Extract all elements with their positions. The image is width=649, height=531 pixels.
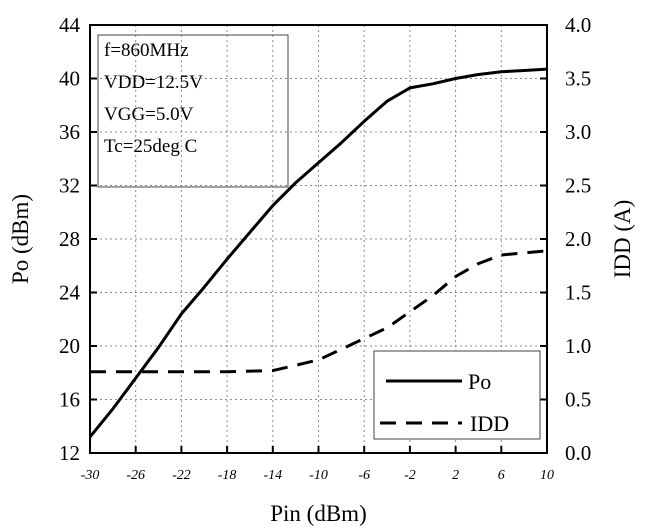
x-tick-label: 6 bbox=[498, 468, 505, 483]
x-tick-label: 10 bbox=[540, 468, 554, 483]
y-left-tick-label: 32 bbox=[59, 174, 80, 198]
y-left-tick-label: 20 bbox=[59, 334, 80, 358]
data-series bbox=[88, 67, 548, 438]
axis-ticks: -30 -26 -22 -18 -14 -10 -6 -2 2 6 1012162024283236… bbox=[59, 13, 591, 483]
y-right-tick-label: 0.0 bbox=[565, 441, 591, 465]
y-left-tick-label: 12 bbox=[59, 441, 80, 465]
condition-vgg: VGG=5.0V bbox=[104, 104, 194, 125]
x-tick-label: -14 bbox=[263, 468, 282, 483]
x-tick-label: -18 bbox=[218, 468, 237, 483]
y-right-tick-label: 2.0 bbox=[565, 227, 591, 251]
legend-label-po: Po bbox=[468, 369, 491, 394]
x-tick-label: -10 bbox=[309, 468, 328, 483]
series-line-idd bbox=[90, 249, 548, 374]
x-tick-label: -26 bbox=[126, 468, 145, 483]
condition-vdd: VDD=12.5V bbox=[104, 72, 203, 93]
y-axis-right-title: IDD (A) bbox=[610, 200, 635, 279]
legend-frame bbox=[373, 350, 541, 440]
x-tick-label: -2 bbox=[404, 468, 416, 483]
x-tick-label: -6 bbox=[358, 468, 370, 483]
legend: Po IDD bbox=[373, 350, 541, 440]
y-left-tick-label: 24 bbox=[59, 281, 81, 305]
y-axis-left-title: Po (dBm) bbox=[8, 194, 33, 284]
y-left-tick-label: 44 bbox=[59, 13, 81, 37]
y-left-tick-label: 36 bbox=[59, 120, 80, 144]
conditions-box: f=860MHz VDD=12.5V VGG=5.0V Tc=25deg C bbox=[97, 34, 289, 188]
y-left-tick-label: 28 bbox=[59, 227, 80, 251]
conditions-box-frame bbox=[97, 34, 289, 188]
y-right-tick-label: 1.0 bbox=[565, 334, 591, 358]
x-tick-label: 2 bbox=[452, 468, 459, 483]
y-right-tick-label: 4.0 bbox=[565, 13, 591, 37]
y-left-tick-label: 40 bbox=[59, 67, 80, 91]
series-line-po bbox=[88, 67, 548, 438]
y-right-tick-label: 1.5 bbox=[565, 281, 591, 305]
y-right-tick-label: 2.5 bbox=[565, 174, 591, 198]
y-left-tick-label: 16 bbox=[59, 388, 80, 412]
condition-temperature: Tc=25deg C bbox=[104, 136, 197, 157]
y-right-tick-label: 3.0 bbox=[565, 120, 591, 144]
x-tick-label: -22 bbox=[172, 468, 191, 483]
y-right-tick-label: 3.5 bbox=[565, 67, 591, 91]
condition-frequency: f=860MHz bbox=[104, 40, 189, 61]
x-tick-label: -30 bbox=[81, 468, 100, 483]
legend-label-idd: IDD bbox=[470, 411, 509, 436]
x-axis-title: Pin (dBm) bbox=[270, 501, 366, 526]
y-right-tick-label: 0.5 bbox=[565, 388, 591, 412]
